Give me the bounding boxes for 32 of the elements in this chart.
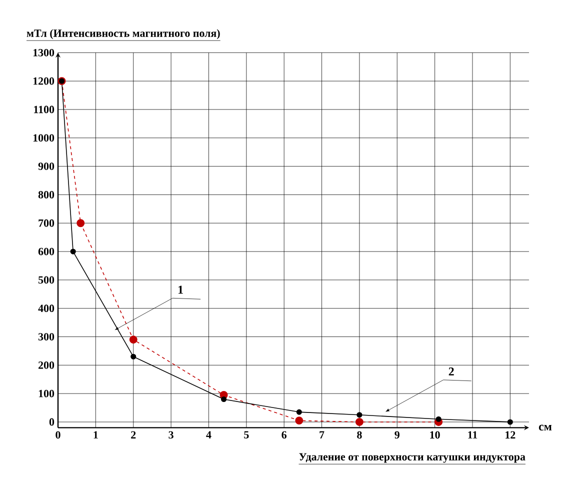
y-tick-label: 1300 [33,48,54,56]
x-tick-label: 0 [56,431,60,439]
x-tick-label: 10 [430,431,440,439]
y-tick-label: 100 [38,390,54,398]
annotation: 1 [178,286,183,294]
x-tick-label: 3 [168,431,174,439]
x-tick-label: 12 [506,431,516,438]
x-tick-label: 9 [394,431,400,439]
y-tick-label: 900 [38,162,54,170]
y-tick-label: 300 [38,333,54,340]
y-axis-title: мТл (Интенсивность магнитного поля) [26,29,220,40]
x-tick-label: 6 [282,431,287,439]
x-tick-label: 8 [357,431,362,439]
y-tick-label: 1100 [34,106,54,114]
x-tick-label: 2 [131,431,136,438]
x-axis-title: Удаление от поверхности катушки индуктора [299,453,526,463]
y-tick-label: 600 [38,248,54,256]
y-tick-label: 400 [38,304,54,312]
y-tick-label: 200 [38,361,54,369]
y-tick-label: 1000 [33,134,54,142]
y-tick-label: 800 [38,191,54,198]
y-tick-label: 700 [38,219,54,227]
x-tick-label: 4 [206,431,212,438]
x-tick-label: 1 [94,431,98,438]
y-tick-label: 1200 [33,77,54,85]
y-tick-label: 500 [38,276,54,284]
text: см [538,424,552,431]
annotation: 2 [448,367,454,376]
y-tick-label: 0 [49,418,54,426]
x-tick-label: 5 [244,431,249,438]
x-tick-label: 7 [320,431,324,438]
x-tick-label: 11 [468,431,478,438]
